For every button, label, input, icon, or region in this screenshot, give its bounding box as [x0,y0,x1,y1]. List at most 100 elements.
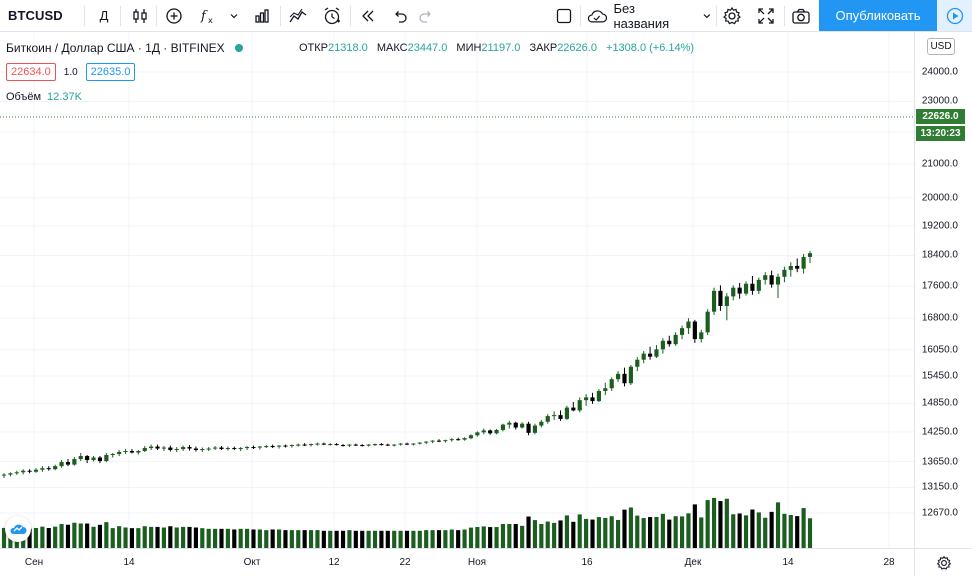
volume-bar [699,517,704,548]
chart-style-button[interactable] [126,0,154,31]
alert-button[interactable] [318,0,346,31]
currency-badge[interactable]: USD [927,38,955,55]
volume-bar [622,509,627,548]
volume-bar [315,530,320,548]
undo-button[interactable] [386,0,414,31]
volume-bar [609,516,614,548]
volume-bar [232,529,237,548]
candle-body [628,366,633,384]
candle [494,428,499,435]
tradingview-logo[interactable] [5,516,31,542]
volume-bar [91,526,96,548]
snapshot-button[interactable] [787,0,815,31]
volume-bar [584,518,589,548]
candle-body [65,462,71,465]
candle [392,444,397,447]
candle [33,468,39,473]
candle [315,442,320,446]
volume-bar [635,515,640,548]
bar-chart-icon [255,8,269,23]
axis-settings-button[interactable] [914,548,972,576]
candle [78,453,83,462]
layout-name-button[interactable]: Без названия [586,0,712,31]
volume-bar [731,514,736,548]
candle [660,338,665,354]
candle-body [360,445,365,447]
candle-body [59,462,64,467]
sell-price-button[interactable]: 22634.0 [6,63,56,81]
candle-body [609,379,614,389]
volume-bar [385,530,390,548]
volume-bar [411,530,416,548]
replay-button[interactable] [354,0,382,31]
candle-body [385,444,390,446]
price-tick-label: 14850.0 [921,397,958,409]
time-axis[interactable]: Сен 14 Окт 12 22 Ноя 16 Дек 14 28 [0,548,914,576]
candle-body [622,373,627,384]
candle [718,285,723,311]
volume-bar [225,528,230,548]
candle [372,443,378,447]
candle [398,443,403,446]
price-chart[interactable] [0,32,914,548]
toolbar-divider [156,6,157,26]
volume-bar [245,528,250,548]
candle-body [763,275,768,280]
candle [609,377,614,391]
volume-bar [404,530,410,548]
candle-body [155,446,160,449]
indicators-dropdown[interactable] [224,0,244,31]
add-indicator-button[interactable] [160,0,188,31]
candle [558,410,563,421]
publish-button[interactable]: Опубликовать [819,0,937,31]
fullscreen-button[interactable] [752,0,780,31]
candle-body [795,266,800,269]
candle [40,466,45,472]
buy-price-button[interactable]: 22635.0 [85,63,136,81]
candle-body [225,448,230,450]
candle [711,287,717,315]
candle-body [264,446,269,448]
bar-countdown-label: 13:20:23 [916,126,965,141]
candle [769,270,774,288]
settings-button[interactable] [718,0,746,31]
candle-body [40,468,45,470]
volume-bar [743,515,749,548]
volume-bar [155,526,160,548]
candle-body [168,447,173,451]
symbol-search-button[interactable]: BTCUSD [8,8,63,23]
price-tick-label: 19200.0 [921,220,958,232]
candle [622,367,627,387]
candle-body [526,423,531,433]
candle-body [321,443,326,445]
redo-button[interactable] [412,0,440,31]
candle-body [46,468,51,470]
candle-body [85,456,90,461]
candle [187,445,192,451]
candle-body [21,470,26,473]
interval-button[interactable]: Д [99,8,109,23]
volume-legend: Объём 12.37K [6,91,82,103]
candle [200,447,205,453]
volume-bar [123,527,128,548]
volume-bar [558,520,563,548]
play-button[interactable] [937,0,972,31]
volume-bar [161,527,166,548]
volume-bar [795,516,800,548]
candle [65,459,71,467]
candle [635,357,640,372]
financials-button[interactable] [248,0,276,31]
candle [21,469,26,475]
toolbar-divider [350,6,351,26]
time-tick-label: 14 [782,557,794,568]
select-button[interactable] [550,0,578,31]
candle [500,423,506,432]
candle [232,446,237,451]
candles-icon [133,8,147,23]
candle-body [807,253,813,257]
candle-body [436,440,442,442]
candle-body [8,473,13,475]
compare-button[interactable] [284,0,312,31]
